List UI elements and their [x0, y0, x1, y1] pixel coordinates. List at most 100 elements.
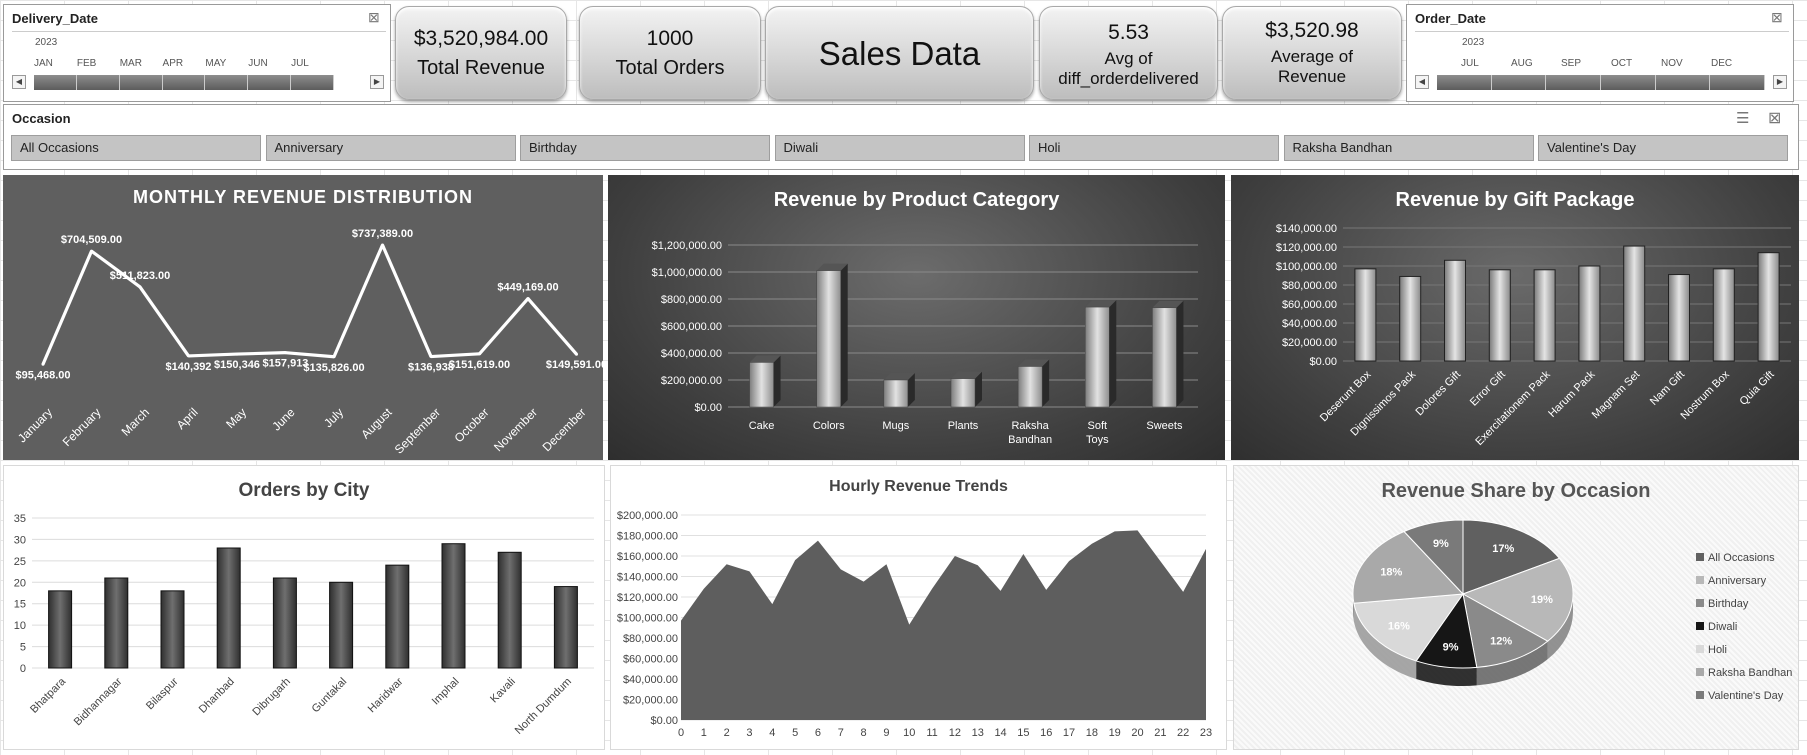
bar-mugs-side [907, 373, 915, 407]
bar-plants-side [975, 371, 982, 407]
occasion-button-anniversary[interactable]: Anniversary [265, 135, 516, 161]
bar-colors-side [840, 263, 848, 407]
bar-colors-top [816, 263, 848, 271]
multi-select-icon[interactable]: ☰ [1736, 110, 1750, 127]
revenue-point-june [284, 351, 287, 355]
revenue-data-label: $511,823.00 [110, 270, 171, 282]
occasion-button-all-occasions[interactable]: All Occasions [11, 135, 261, 161]
x-tick-label: Dhanbad [197, 676, 237, 716]
month-label-jan[interactable]: JAN [34, 58, 53, 69]
scroll-right-arrow[interactable]: ▶ [1773, 75, 1787, 89]
legend-swatch-holi [1696, 645, 1704, 653]
legend-swatch-valentine-s-day [1696, 691, 1704, 699]
scroll-left-arrow[interactable]: ◀ [12, 75, 26, 89]
order-slicer-title: Order_Date [1415, 11, 1486, 26]
hour-tick-label: 0 [678, 727, 684, 739]
avg-diff-label-1: Avg of [1104, 49, 1153, 68]
revenue-data-label: $136,938 [408, 362, 454, 374]
gift-package-chart: $0.00 $20,000.00 $40,000.00 $60,000.00 $80,0… [1276, 223, 1791, 448]
month-axis-label-september: September [392, 405, 443, 456]
hour-tick-label: 1 [701, 727, 707, 739]
y-tick-label: $80,000.00 [1282, 280, 1337, 292]
scroll-left-arrow[interactable]: ◀ [1415, 75, 1429, 89]
pie-slice-anniversary [1461, 557, 1574, 642]
x-tick-label: Error Gift [1468, 369, 1508, 409]
bar-imphal [441, 543, 466, 669]
divider [1415, 31, 1789, 32]
y-tick-label: $100,000.00 [1276, 261, 1337, 273]
bar-error-gift [1488, 269, 1511, 362]
legend-swatch-anniversary [1696, 576, 1704, 584]
total-revenue-card: $3,520,984.00 Total Revenue [395, 6, 567, 100]
hour-tick-label: 12 [949, 727, 961, 739]
month-label-nov[interactable]: NOV [1661, 58, 1683, 69]
occasion-button-birthday[interactable]: Birthday [520, 135, 770, 161]
monthly-revenue-panel: MONTHLY REVENUE DISTRIBUTION $95,468.00 J… [3, 175, 603, 460]
y-tick-label: $20,000.00 [1282, 337, 1337, 349]
bar-raksha-bandhan [1017, 366, 1043, 408]
bar-raksha-bandhan-top [1018, 359, 1050, 367]
x-tick-label: Bhatpara [28, 675, 69, 716]
revenue-point-april [187, 354, 190, 358]
hour-tick-label: 23 [1200, 727, 1212, 739]
y-tick-label: $120,000.00 [1276, 242, 1337, 254]
y-tick-label: $0.00 [650, 715, 678, 727]
hour-tick-label: 8 [861, 727, 867, 739]
occasion-button-holi[interactable]: Holi [1029, 135, 1279, 161]
clear-filter-icon[interactable]: ⊠ [368, 9, 380, 25]
x-tick-label: Plants [948, 420, 979, 432]
legend-label-all-occasions: All Occasions [1708, 552, 1775, 564]
revenue-line-segment [236, 351, 286, 356]
month-axis-label-march: March [119, 405, 152, 438]
y-tick-label: $0.00 [694, 402, 722, 414]
month-label-mar[interactable]: MAR [119, 58, 142, 69]
x-tick-label: Imphal [430, 676, 462, 708]
month-label-jul[interactable]: JUL [291, 58, 309, 69]
month-label-oct[interactable]: OCT [1611, 58, 1633, 69]
month-axis-label-may: May [223, 405, 249, 431]
y-tick-label: $160,000.00 [617, 551, 678, 563]
occasion-button-diwali[interactable]: Diwali [774, 135, 1025, 161]
revenue-point-january [41, 362, 45, 366]
delivery-date-slicer[interactable]: Delivery_Date ⊠ 2023 JAN FEB MAR APR MAY JUN J… [3, 4, 391, 102]
occasion-button-raksha-bandhan[interactable]: Raksha Bandhan [1283, 135, 1534, 161]
order-timeline-bar[interactable] [1437, 75, 1766, 90]
month-label-jul[interactable]: JUL [1461, 58, 1479, 69]
revenue-line-segment [478, 297, 530, 355]
bar-magnam-set [1623, 245, 1646, 362]
bar-quia-gift [1757, 252, 1780, 362]
hourly-revenue-title: Hourly Revenue Trends [829, 478, 1008, 495]
x-tick-label: Kavali [488, 676, 518, 706]
month-label-feb[interactable]: FEB [76, 58, 97, 69]
month-label-jun[interactable]: JUN [248, 58, 268, 69]
scroll-right-arrow[interactable]: ▶ [370, 75, 384, 89]
month-label-apr[interactable]: APR [162, 58, 184, 69]
bar-kavali [497, 551, 522, 669]
legend-label-anniversary: Anniversary [1708, 575, 1767, 587]
month-label-dec[interactable]: DEC [1711, 58, 1733, 69]
hour-tick-label: 15 [1017, 727, 1029, 739]
x-tick-label: Bilaspur [144, 675, 181, 712]
month-label-aug[interactable]: AUG [1511, 58, 1533, 69]
occasion-button-valentine-s-day[interactable]: Valentine's Day [1538, 135, 1788, 161]
month-label-sep[interactable]: SEP [1561, 58, 1582, 69]
bar-raksha-bandhan-side [1042, 359, 1050, 407]
month-label-may[interactable]: MAY [205, 58, 227, 69]
x-tick-label: Bandhan [1008, 434, 1052, 446]
avg-diff-label-2: diff_orderdelivered [1058, 69, 1199, 88]
pie-data-label: 17% [1492, 543, 1514, 555]
delivery-month-labels: JAN FEB MAR APR MAY JUN JUL [34, 58, 334, 69]
y-tick-label: $140,000.00 [1276, 223, 1337, 235]
month-axis-label-october: October [452, 405, 492, 445]
clear-filter-icon[interactable]: ⊠ [1768, 110, 1782, 127]
order-date-slicer[interactable]: Order_Date ⊠ 2023 JUL AUG SEP OCT NOV DEC ◀ ▶ [1406, 4, 1794, 102]
monthly-revenue-title: MONTHLY REVENUE DISTRIBUTION [132, 187, 474, 207]
x-tick-label: Toys [1086, 434, 1109, 446]
delivery-timeline-bar[interactable] [34, 75, 335, 90]
x-tick-label: Exercitationem Pack [1473, 368, 1553, 448]
pie-slice-side-holi [1353, 603, 1417, 679]
revenue-point-august [381, 243, 384, 247]
clear-filter-icon[interactable]: ⊠ [1771, 9, 1783, 25]
revenue-data-label: $449,169.00 [497, 282, 558, 294]
bar-cake-top [749, 355, 781, 363]
